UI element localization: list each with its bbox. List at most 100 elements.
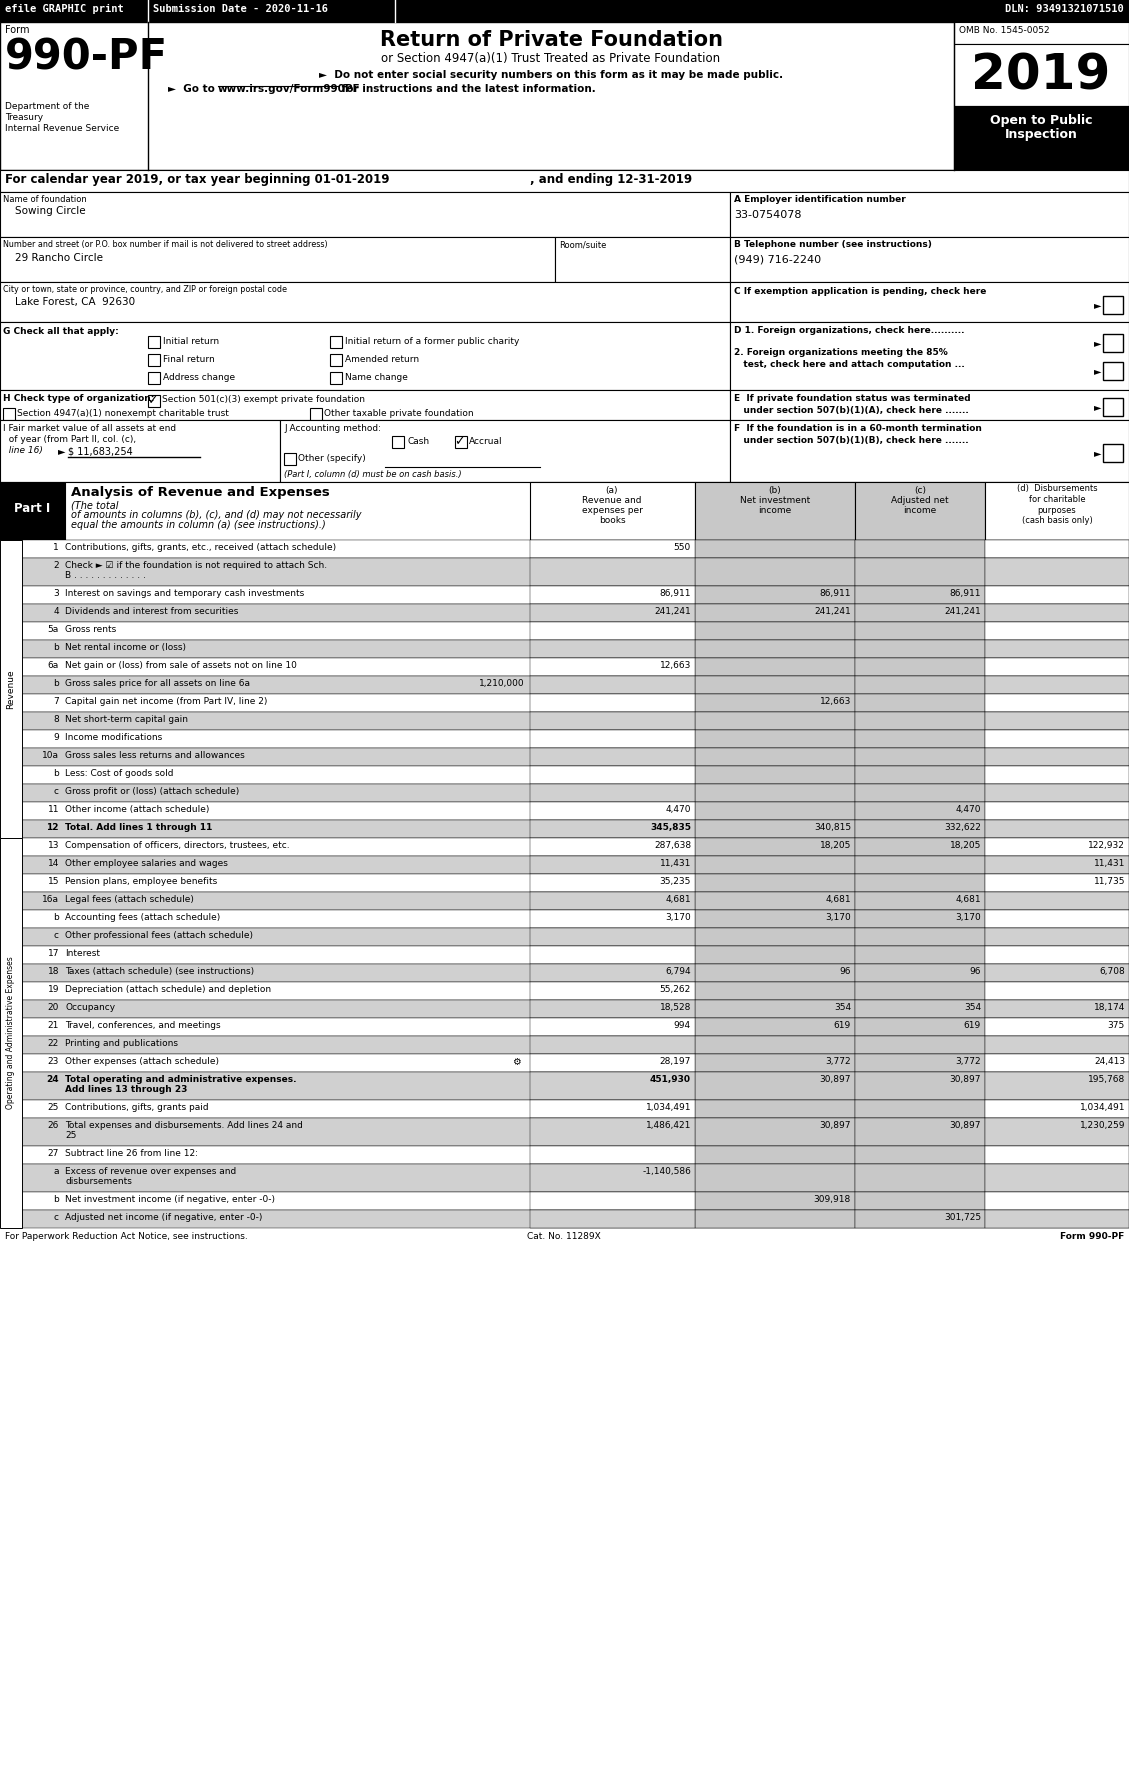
Text: Number and street (or P.O. box number if mail is not delivered to street address: Number and street (or P.O. box number if… (3, 240, 327, 249)
Text: 96: 96 (840, 968, 851, 977)
Text: Address change: Address change (163, 372, 235, 383)
Text: 18,174: 18,174 (1094, 1004, 1124, 1013)
Text: 122,932: 122,932 (1088, 841, 1124, 850)
Text: (The total: (The total (71, 499, 119, 510)
Text: OMB No. 1545-0052: OMB No. 1545-0052 (959, 27, 1050, 36)
Text: 25: 25 (47, 1104, 59, 1113)
Bar (984, 694, 1129, 712)
Bar (984, 893, 1129, 911)
Text: Inspection: Inspection (1005, 129, 1077, 141)
Text: Operating and Administrative Expenses: Operating and Administrative Expenses (7, 957, 16, 1109)
Bar (984, 801, 1129, 819)
Bar (0, 236, 555, 283)
Text: 6a: 6a (47, 660, 59, 671)
Bar (984, 605, 1129, 623)
Text: Other expenses (attach schedule): Other expenses (attach schedule) (65, 1057, 219, 1066)
Bar (695, 658, 855, 676)
Bar (984, 1072, 1129, 1100)
Bar (984, 1100, 1129, 1118)
Bar (984, 1000, 1129, 1018)
Text: Capital gain net income (from Part IV, line 2): Capital gain net income (from Part IV, l… (65, 698, 268, 707)
Bar (984, 1147, 1129, 1165)
Bar (530, 623, 695, 640)
Bar (3, 408, 15, 420)
Text: 24,413: 24,413 (1094, 1057, 1124, 1066)
Text: line 16): line 16) (3, 445, 46, 454)
Bar (695, 784, 855, 801)
Bar (695, 540, 855, 558)
Bar (984, 676, 1129, 694)
Bar (855, 1000, 984, 1018)
Text: Revenue and: Revenue and (583, 496, 641, 504)
Text: Open to Public: Open to Public (990, 114, 1092, 127)
Text: ►: ► (1094, 367, 1102, 376)
Text: ►: ► (58, 445, 65, 456)
Text: 11,431: 11,431 (659, 859, 691, 868)
Text: (cash basis only): (cash basis only) (1022, 515, 1093, 524)
Text: 30,897: 30,897 (949, 1122, 981, 1131)
Text: Cash: Cash (406, 437, 429, 445)
Text: Name change: Name change (345, 372, 408, 383)
Text: Printing and publications: Printing and publications (65, 1039, 178, 1048)
Bar (530, 605, 695, 623)
Text: Gross rents: Gross rents (65, 624, 116, 633)
Bar (21, 855, 1129, 875)
Bar (695, 558, 855, 587)
Bar (21, 766, 1129, 784)
Bar (0, 283, 730, 322)
Bar (1103, 397, 1123, 417)
Bar (530, 855, 695, 875)
Bar (984, 928, 1129, 946)
Bar (855, 1100, 984, 1118)
Text: 11,431: 11,431 (1094, 859, 1124, 868)
Text: 3,772: 3,772 (825, 1057, 851, 1066)
Bar (730, 236, 1129, 283)
Text: Part I: Part I (14, 503, 50, 515)
Text: D 1. Foreign organizations, check here..........: D 1. Foreign organizations, check here..… (734, 326, 964, 335)
Text: Form: Form (5, 25, 29, 36)
Bar (695, 946, 855, 964)
Text: 18,528: 18,528 (659, 1004, 691, 1013)
Bar (984, 911, 1129, 928)
Text: b: b (53, 680, 59, 689)
Text: income: income (903, 506, 937, 515)
Bar (984, 964, 1129, 982)
Text: 287,638: 287,638 (654, 841, 691, 850)
Bar (695, 964, 855, 982)
Bar (730, 390, 1129, 420)
Bar (530, 587, 695, 605)
Text: Net rental income or (loss): Net rental income or (loss) (65, 642, 186, 651)
Text: 27: 27 (47, 1149, 59, 1157)
Text: 22: 22 (47, 1039, 59, 1048)
Bar (530, 1000, 695, 1018)
Bar (530, 928, 695, 946)
Text: 3,170: 3,170 (825, 912, 851, 921)
Bar (21, 1018, 1129, 1036)
Bar (984, 1054, 1129, 1072)
Bar (530, 1054, 695, 1072)
Bar (392, 437, 404, 447)
Bar (0, 390, 730, 420)
Text: Analysis of Revenue and Expenses: Analysis of Revenue and Expenses (71, 487, 330, 499)
Text: 17: 17 (47, 948, 59, 957)
Bar (21, 605, 1129, 623)
Text: ✓: ✓ (454, 435, 464, 447)
Bar (695, 694, 855, 712)
Text: Adjusted net income (if negative, enter -0-): Adjusted net income (if negative, enter … (65, 1213, 262, 1222)
Bar (530, 676, 695, 694)
Text: Income modifications: Income modifications (65, 733, 163, 742)
Bar (855, 676, 984, 694)
Text: For calendar year 2019, or tax year beginning 01-01-2019: For calendar year 2019, or tax year begi… (5, 174, 390, 186)
Text: 301,725: 301,725 (944, 1213, 981, 1222)
Text: a: a (53, 1166, 59, 1175)
Bar (21, 730, 1129, 748)
Text: 4,681: 4,681 (955, 894, 981, 903)
Text: Interest: Interest (65, 948, 100, 957)
Text: 2: 2 (53, 562, 59, 571)
Bar (695, 1118, 855, 1147)
Text: 26: 26 (47, 1122, 59, 1131)
Bar (21, 784, 1129, 801)
Bar (954, 45, 1129, 106)
Bar (984, 1118, 1129, 1147)
Text: 18: 18 (47, 968, 59, 977)
